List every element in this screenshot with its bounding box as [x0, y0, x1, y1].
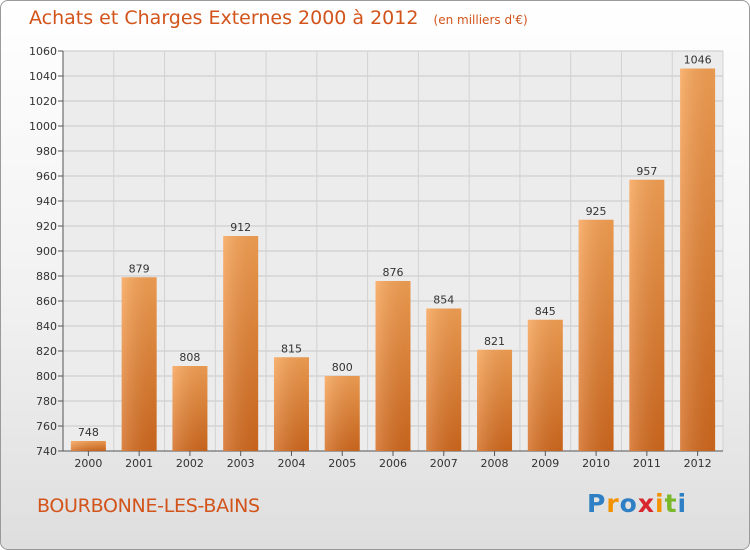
chart-title: Achats et Charges Externes 2000 à 2012: [29, 7, 419, 29]
bar-shade: [426, 308, 462, 451]
data-label: 912: [230, 221, 251, 234]
y-tick-label: 820: [36, 345, 57, 358]
title-block: Achats et Charges Externes 2000 à 2012 (…: [29, 7, 528, 29]
y-tick-label: 900: [36, 245, 57, 258]
y-tick-label: 840: [36, 320, 57, 333]
y-tick-label: 1040: [29, 70, 57, 83]
x-tick-label: 2000: [74, 457, 102, 470]
data-label: 748: [78, 426, 99, 439]
bar-shade: [578, 219, 614, 451]
y-tick-label: 920: [36, 220, 57, 233]
x-tick-label: 2001: [125, 457, 153, 470]
x-tick-label: 2009: [531, 457, 559, 470]
bar-shade: [375, 281, 411, 451]
x-tick-label: 2003: [227, 457, 255, 470]
data-label: 876: [383, 266, 404, 279]
logo-letter: o: [619, 489, 638, 518]
x-tick-label: 2005: [328, 457, 356, 470]
data-label: 925: [586, 205, 607, 218]
data-label: 815: [281, 342, 302, 355]
data-label: 808: [179, 351, 200, 364]
logo-letter: P: [587, 489, 607, 518]
y-tick-label: 800: [36, 370, 57, 383]
logo-letter: r: [606, 489, 620, 518]
x-tick-label: 2006: [379, 457, 407, 470]
x-tick-label: 2011: [633, 457, 661, 470]
data-label: 800: [332, 361, 353, 374]
x-tick-label: 2012: [684, 457, 712, 470]
y-tick-label: 760: [36, 420, 57, 433]
proxiti-logo[interactable]: Proxiti: [587, 489, 687, 518]
y-tick-label: 1020: [29, 95, 57, 108]
x-tick-label: 2010: [582, 457, 610, 470]
bar-shade: [680, 68, 716, 451]
data-labels: 748 879 808 912 815 800 876 854 821 845 925 957 1046: [78, 54, 712, 440]
x-tick-label: 2002: [176, 457, 204, 470]
data-label: 957: [636, 165, 657, 178]
x-tick-label: 2008: [481, 457, 509, 470]
y-tick-label: 960: [36, 170, 57, 183]
y-tick-label: 740: [36, 445, 57, 458]
bars: [70, 68, 716, 451]
y-tick-label: 860: [36, 295, 57, 308]
chart-subtitle: (en milliers d'€): [433, 13, 528, 27]
y-tick-label: 1000: [29, 120, 57, 133]
bar-shade: [324, 376, 360, 451]
x-tick-label: 2007: [430, 457, 458, 470]
bar-shade: [70, 441, 106, 451]
data-label: 1046: [684, 54, 712, 67]
data-label: 879: [129, 262, 150, 275]
bar-shade: [477, 349, 513, 451]
logo-letter: x: [637, 489, 655, 518]
bar-shade: [273, 357, 309, 451]
y-tick-label: 980: [36, 145, 57, 158]
bar-shade: [223, 236, 259, 451]
data-label: 845: [535, 305, 556, 318]
bar-shade: [629, 179, 665, 451]
y-tick-label: 780: [36, 395, 57, 408]
bar-shade: [527, 319, 563, 451]
logo-letter: t: [664, 489, 678, 518]
commune-name: BOURBONNE-LES-BAINS: [37, 495, 260, 517]
bar-shade: [121, 277, 157, 451]
logo-letter: i: [655, 489, 665, 518]
bar-shade: [172, 366, 208, 451]
y-tick-label: 940: [36, 195, 57, 208]
data-label: 821: [484, 335, 505, 348]
data-label: 854: [433, 294, 454, 307]
x-tick-label: 2004: [277, 457, 305, 470]
logo-letter: i: [677, 489, 688, 518]
y-tick-label: 880: [36, 270, 57, 283]
y-tick-label: 1060: [29, 45, 57, 58]
